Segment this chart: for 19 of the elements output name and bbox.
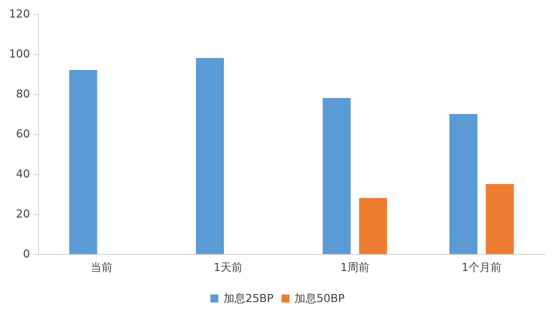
- y-tick-label: 20: [16, 208, 30, 220]
- x-tick-label: 1周前: [340, 261, 370, 274]
- bar: [359, 198, 388, 254]
- bar: [486, 184, 514, 254]
- y-tick-label: 120: [9, 8, 30, 20]
- y-tick-label: 80: [16, 88, 30, 100]
- x-tick-label: 1个月前: [462, 261, 502, 274]
- y-tick-label: 40: [16, 168, 30, 180]
- y-tick-label: 0: [23, 248, 30, 260]
- legend-label: 加息50BP: [294, 292, 346, 305]
- y-tick-label: 100: [9, 48, 30, 60]
- bar: [449, 114, 478, 254]
- legend-label: 加息25BP: [223, 292, 274, 305]
- x-tick-label: 1天前: [214, 261, 243, 274]
- bar: [69, 70, 98, 254]
- bar: [322, 98, 351, 254]
- x-tick-label: 当前: [90, 261, 112, 274]
- bar: [196, 58, 224, 254]
- y-tick-label: 60: [16, 128, 30, 140]
